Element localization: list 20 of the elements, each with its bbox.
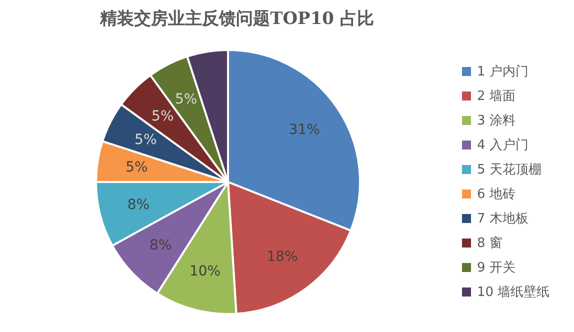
legend-label: 6 地砖 (477, 187, 516, 202)
data-label: 5% (134, 132, 157, 148)
legend-label: 5 天花顶棚 (477, 162, 542, 178)
data-label: 5% (126, 160, 148, 176)
data-label: 18% (266, 248, 298, 265)
legend-label: 4 入户门 (477, 137, 528, 153)
legend-label: 7 木地板 (477, 212, 528, 226)
legend-label: 2 墙面 (477, 89, 516, 104)
legend-label: 10 墙纸壁纸 (477, 285, 550, 300)
data-label: 5% (174, 92, 198, 108)
data-label: 8% (127, 196, 150, 213)
legend-label: 8 窗 (477, 235, 502, 251)
chart-title: 精装交房业主反馈问题TOP10 占比 (99, 9, 374, 29)
data-label: 5% (152, 108, 174, 125)
legend-label: 1 户内门 (477, 64, 528, 80)
data-label: 8% (150, 237, 172, 254)
legend-label: 9 开关 (477, 260, 516, 276)
data-label: 31% (288, 122, 320, 138)
legend-label: 3 涂料 (477, 114, 516, 128)
data-label: 10% (189, 263, 221, 280)
